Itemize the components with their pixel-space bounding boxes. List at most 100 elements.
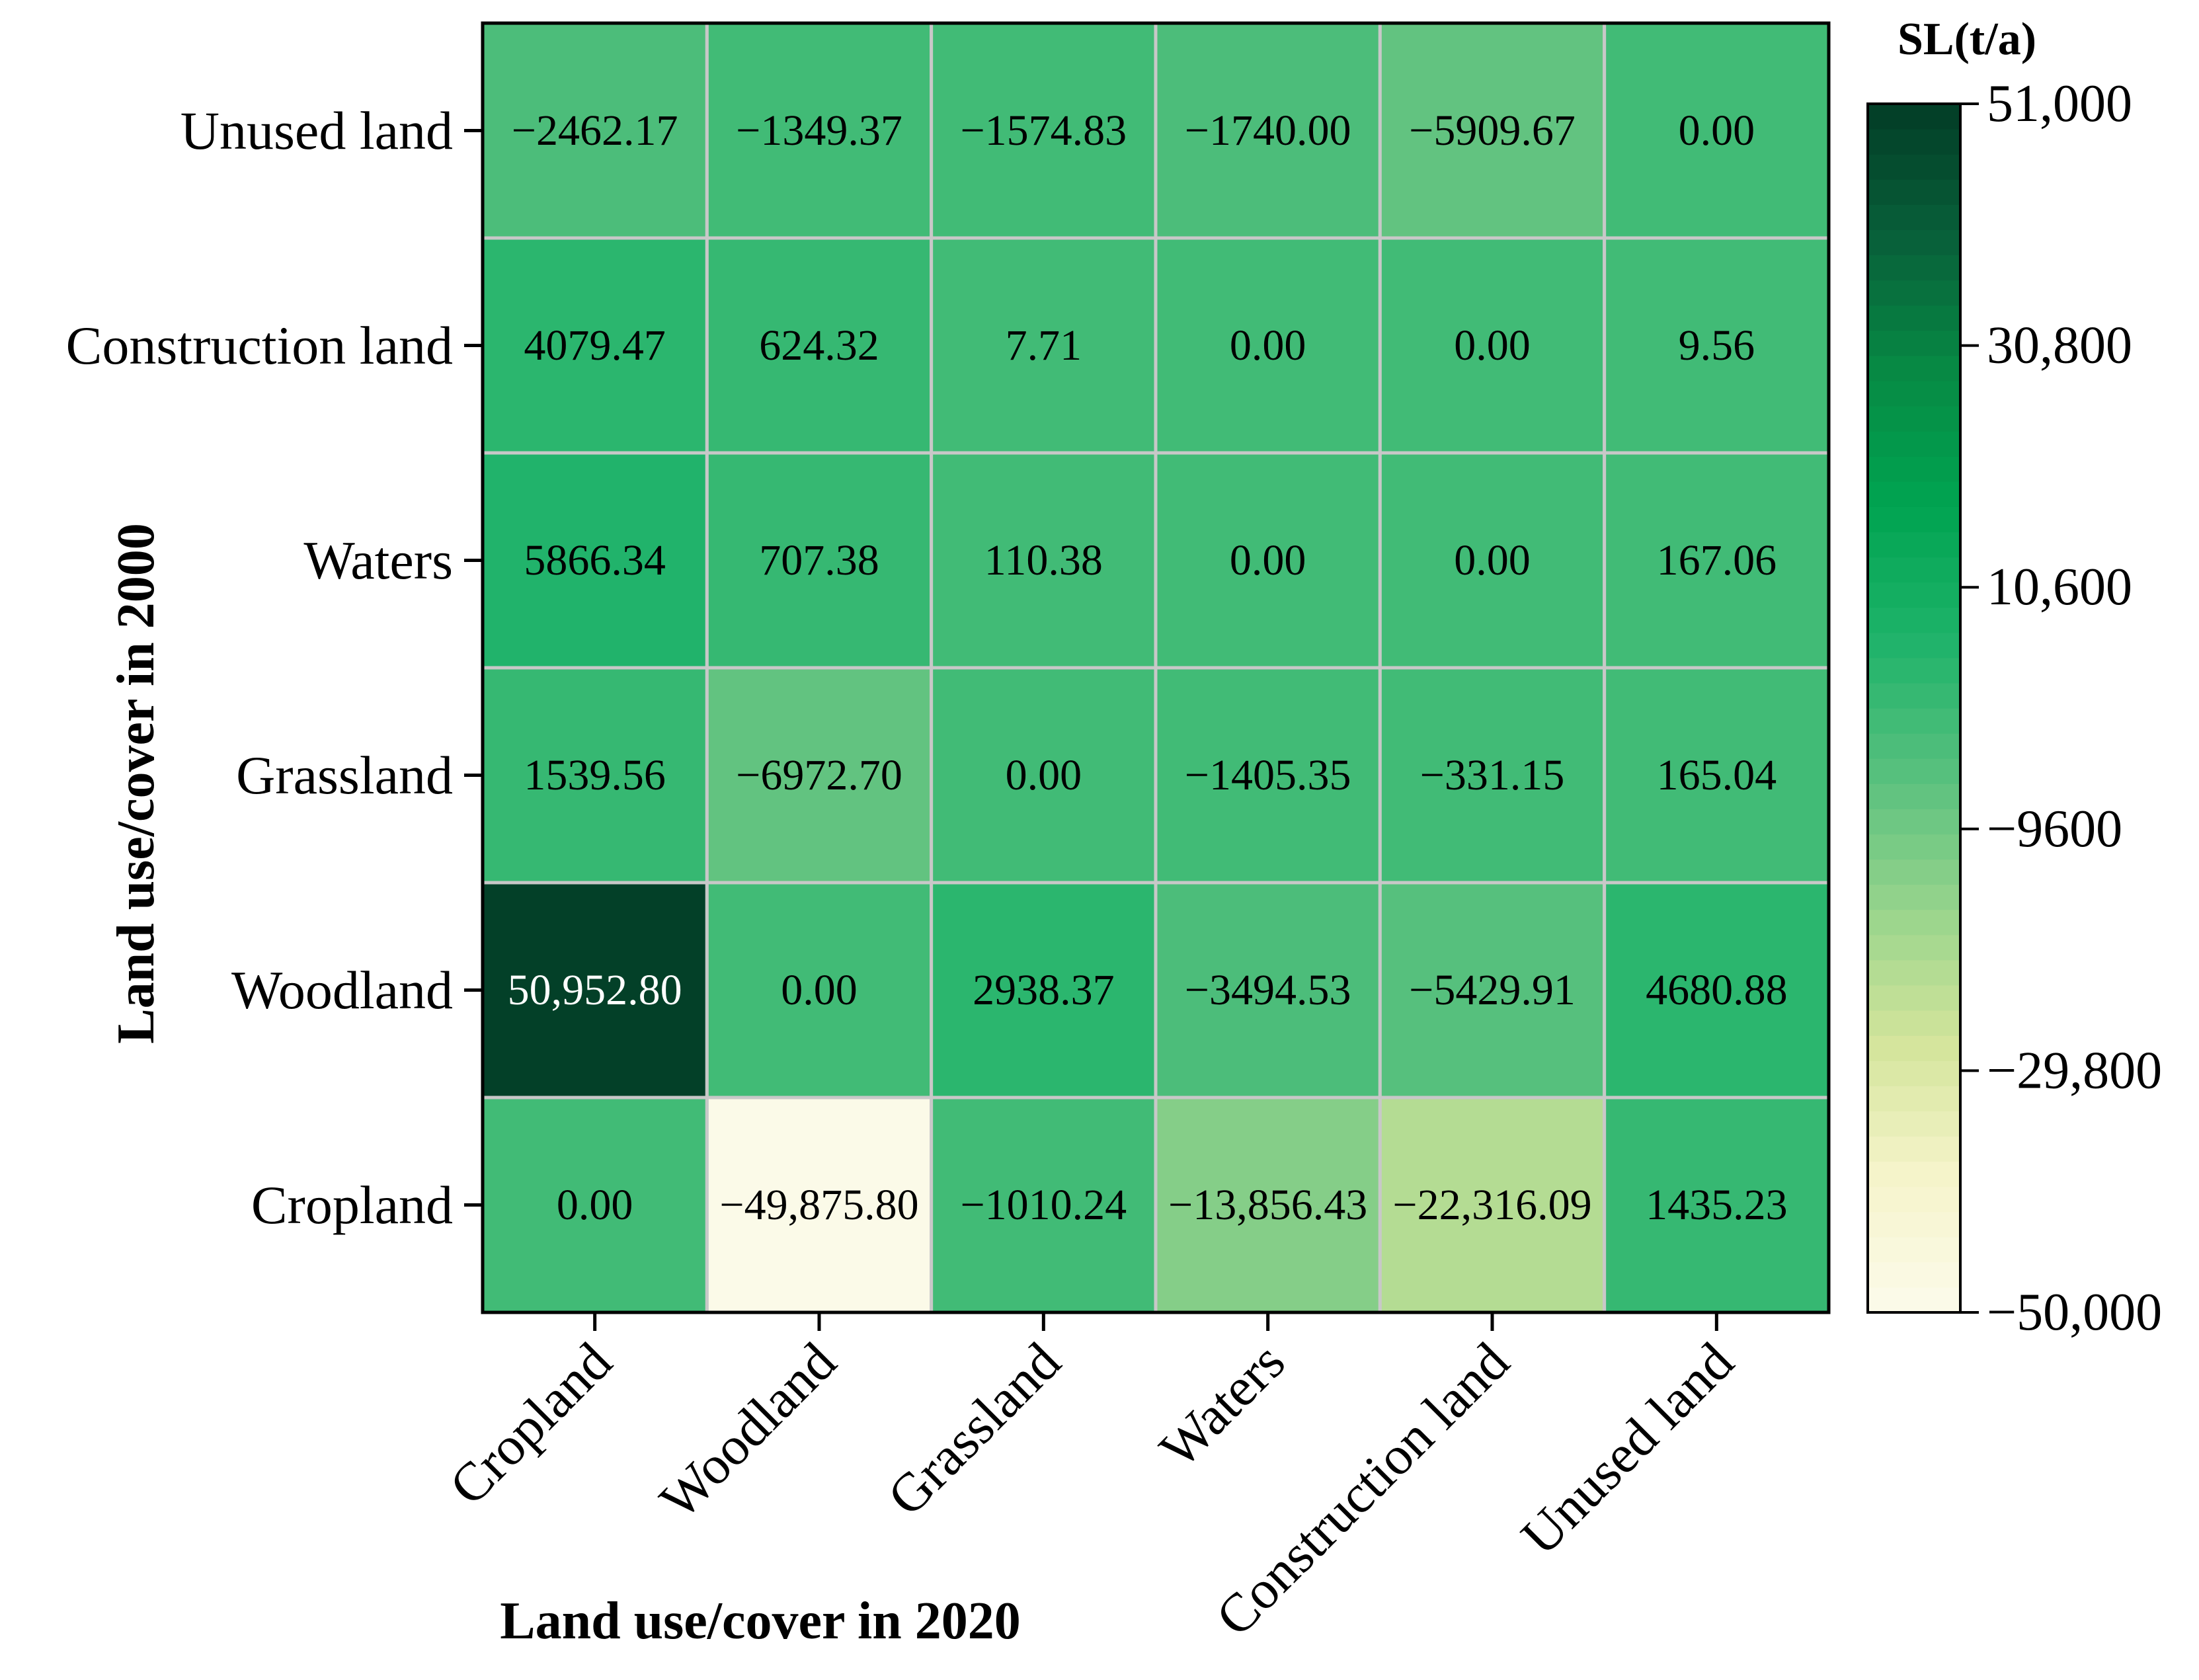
colorbar-band — [1868, 506, 1960, 533]
heatmap-cell — [1154, 236, 1382, 455]
colorbar-band — [1868, 179, 1960, 205]
colorbar-band — [1868, 682, 1960, 709]
colorbar-band — [1868, 481, 1960, 507]
y-tick-label: Grassland — [236, 745, 453, 805]
heatmap-cell — [930, 666, 1158, 885]
cell-value-label: 5866.34 — [524, 536, 666, 584]
colorbar-band — [1868, 859, 1960, 885]
colorbar-band — [1868, 834, 1960, 860]
colorbar-frame — [1866, 102, 1962, 1314]
colorbar-tick-label: −9600 — [1987, 800, 2122, 858]
cell-value-label: 0.00 — [1006, 751, 1082, 799]
colorbar-band — [1868, 1035, 1960, 1061]
cell-value-label: −1574.83 — [960, 106, 1127, 155]
colorbar-band — [1868, 607, 1960, 633]
y-axis: Unused land Construction land Waters Grassl… — [66, 100, 483, 1235]
colorbar-band — [1868, 708, 1960, 734]
heatmap-cell — [481, 881, 709, 1100]
cell-value-label: −1010.24 — [960, 1181, 1127, 1229]
cell-value-label: 50,952.80 — [508, 966, 682, 1014]
colorbar-tick-label: 10,600 — [1987, 558, 2132, 616]
x-tick-label: Unused land — [1509, 1331, 1745, 1566]
colorbar-band — [1868, 1136, 1960, 1162]
cell-value-label: −13,856.43 — [1168, 1181, 1367, 1229]
x-tick-label: Grassland — [876, 1331, 1072, 1527]
colorbar-band — [1868, 456, 1960, 482]
cell-value-label: −2462.17 — [512, 106, 678, 155]
cell-value-label: −3494.53 — [1185, 966, 1351, 1014]
cell-value-label: 2938.37 — [973, 966, 1115, 1014]
colorbar-band — [1868, 1287, 1960, 1313]
cell-value-label: 707.38 — [759, 536, 879, 584]
colorbar-band — [1868, 406, 1960, 432]
heatmap-cell — [1154, 451, 1382, 670]
colorbar-band — [1868, 809, 1960, 835]
heatmap-cell — [705, 666, 934, 885]
cell-value-label: 0.00 — [1230, 321, 1306, 370]
cell-value-label: 1435.23 — [1646, 1181, 1788, 1229]
colorbar-band — [1868, 255, 1960, 281]
colorbar-band — [1868, 380, 1960, 407]
cell-value-label: −1349.37 — [736, 106, 902, 155]
plot-frame — [481, 21, 1831, 1314]
x-tick-label: Waters — [1148, 1331, 1297, 1479]
x-tick-label: Woodland — [648, 1331, 847, 1530]
cell-value-label: −22,316.09 — [1392, 1181, 1591, 1229]
colorbar-band — [1868, 280, 1960, 306]
cell-value-label: 0.00 — [557, 1181, 633, 1229]
colorbar-tick-label: −29,800 — [1987, 1041, 2162, 1100]
heatmap-cell — [1154, 21, 1382, 240]
cell-value-label: 0.00 — [1454, 321, 1531, 370]
colorbar-band — [1868, 657, 1960, 684]
colorbar-band — [1868, 934, 1960, 961]
cell-value-label: −5909.67 — [1409, 106, 1576, 155]
colorbar-band — [1868, 305, 1960, 331]
heatmap-cell — [1603, 236, 1831, 455]
heatmap-cell — [1378, 451, 1607, 670]
heatmap-cell — [1154, 881, 1382, 1100]
colorbar-band — [1868, 1161, 1960, 1187]
cell-value-label: −331.15 — [1420, 751, 1565, 799]
cell-value-label: 4079.47 — [524, 321, 666, 370]
y-axis-title: Land use/cover in 2000 — [107, 523, 165, 1044]
cell-value-label: −49,875.80 — [719, 1181, 918, 1229]
cell-value-label: 167.06 — [1657, 536, 1777, 584]
colorbar-band — [1868, 582, 1960, 608]
heatmap-cell — [481, 666, 709, 885]
heatmap-cell — [481, 1096, 709, 1314]
colorbar-tick-label: 30,800 — [1987, 317, 2132, 375]
cell-value-label: 0.00 — [1230, 536, 1306, 584]
heatmap-cell — [705, 451, 934, 670]
y-tick-label: Waters — [303, 530, 453, 590]
colorbar-band — [1868, 431, 1960, 457]
colorbar-title: SL(t/a) — [1898, 14, 2036, 65]
cell-value-label: 624.32 — [759, 321, 879, 370]
colorbar-band — [1868, 1236, 1960, 1263]
heatmap-cell — [1603, 1096, 1831, 1314]
cell-value-label: −5429.91 — [1409, 966, 1576, 1014]
y-tick-label: Unused land — [180, 100, 453, 161]
heatmap-cell-labels: −2462.17 −1349.37 −1574.83 −1740.00 −5909.67… — [508, 106, 1788, 1229]
colorbar-band — [1868, 129, 1960, 155]
colorbar-band — [1868, 330, 1960, 356]
colorbar-band — [1868, 104, 1960, 130]
colorbar-band — [1868, 959, 1960, 986]
heatmap-cell — [705, 236, 934, 455]
cell-value-label: 9.56 — [1679, 321, 1755, 370]
colorbar-band — [1868, 884, 1960, 910]
heatmap-cell — [930, 881, 1158, 1100]
x-tick-label: Cropland — [438, 1331, 623, 1516]
y-tick-label: Woodland — [231, 960, 453, 1020]
cell-value-label: 110.38 — [984, 536, 1103, 584]
heatmap-cell — [1378, 881, 1607, 1100]
heatmap-cell — [1603, 451, 1831, 670]
heatmap-cell — [1378, 666, 1607, 885]
colorbar-band — [1868, 1010, 1960, 1036]
heatmap-cell — [1603, 21, 1831, 240]
colorbar-band — [1868, 229, 1960, 256]
colorbar-band — [1868, 204, 1960, 231]
heatmap-cell — [1154, 666, 1382, 885]
cell-value-label: −1740.00 — [1185, 106, 1351, 155]
cell-value-label: −1405.35 — [1185, 751, 1351, 799]
